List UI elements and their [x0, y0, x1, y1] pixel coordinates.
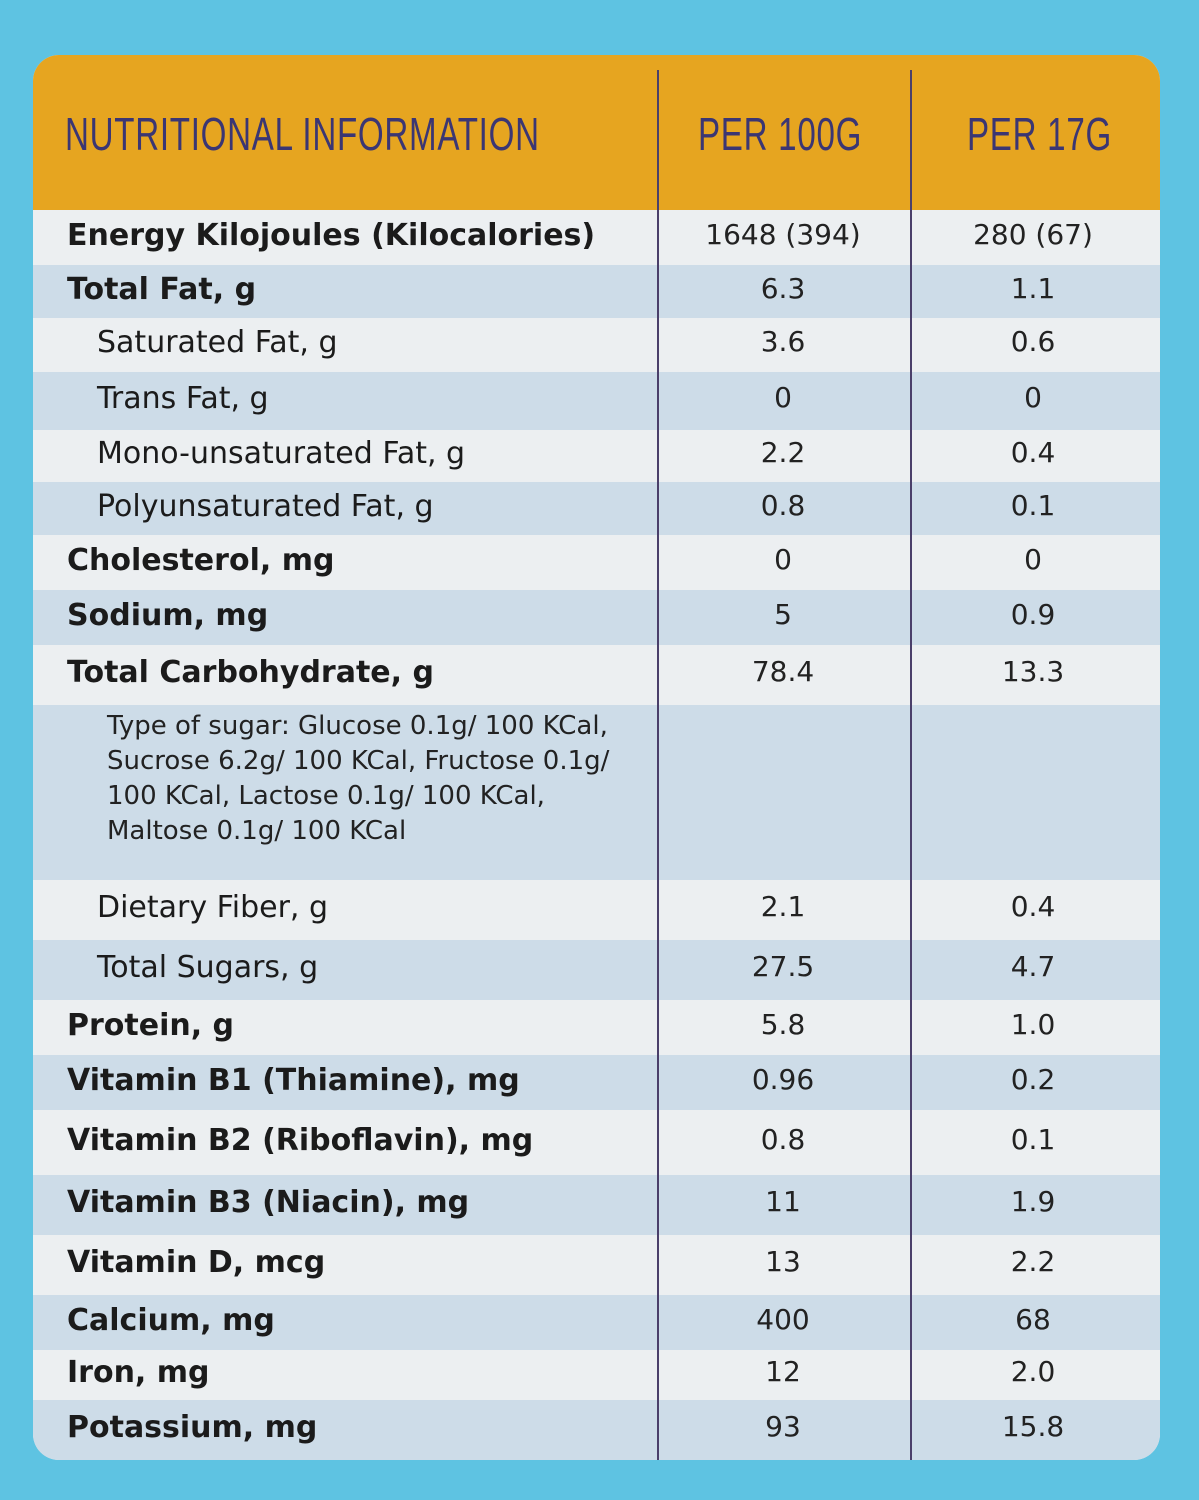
- table-row: Polyunsaturated Fat, g 0.8 0.1: [33, 482, 1160, 535]
- value-per-100g: 400: [756, 1303, 810, 1336]
- value-per-17g: 1.1: [1010, 272, 1056, 305]
- nutrient-label: Calcium, mg: [67, 1303, 275, 1338]
- table-row: Mono-unsaturated Fat, g 2.2 0.4: [33, 430, 1160, 482]
- nutrient-label: Vitamin B3 (Niacin), mg: [67, 1185, 470, 1220]
- nutrient-label: Trans Fat, g: [97, 381, 269, 416]
- column-header-per-100g: PER 100G: [698, 108, 863, 160]
- nutrient-label: Dietary Fiber, g: [97, 890, 329, 925]
- nutrient-label: Polyunsaturated Fat, g: [97, 489, 434, 524]
- value-per-17g: 0.9: [1010, 598, 1056, 631]
- value-per-100g: 12: [765, 1355, 801, 1388]
- value-per-100g: 0.96: [751, 1063, 815, 1096]
- table-header: NUTRITIONAL INFORMATION PER 100G PER 17G: [33, 55, 1160, 210]
- table-row: Total Carbohydrate, g 78.4 13.3: [33, 645, 1160, 705]
- value-per-17g: 0.4: [1010, 436, 1056, 469]
- nutrient-label: Total Carbohydrate, g: [67, 655, 434, 690]
- value-per-100g: 5.8: [760, 1008, 806, 1041]
- value-per-100g: 13: [765, 1245, 801, 1278]
- value-per-17g: 0.1: [1010, 1123, 1056, 1156]
- nutrient-label: Iron, mg: [67, 1355, 210, 1390]
- column-divider: [910, 70, 912, 1460]
- table-row: Sodium, mg 5 0.9: [33, 590, 1160, 645]
- value-per-17g: 0.1: [1010, 489, 1056, 522]
- value-per-17g: 1.9: [1010, 1185, 1056, 1218]
- table-row: Total Fat, g 6.3 1.1: [33, 265, 1160, 318]
- value-per-17g: 0.4: [1010, 890, 1056, 923]
- table-title: NUTRITIONAL INFORMATION: [65, 108, 540, 160]
- nutrient-label: Potassium, mg: [67, 1410, 318, 1445]
- table-row: Dietary Fiber, g 2.1 0.4: [33, 880, 1160, 940]
- value-per-100g: 6.3: [760, 272, 806, 305]
- sugar-type-note: Type of sugar: Glucose 0.1g/ 100 KCal, S…: [107, 711, 610, 846]
- table-row: Total Sugars, g 27.5 4.7: [33, 940, 1160, 1000]
- table-row: Calcium, mg 400 68: [33, 1295, 1160, 1350]
- nutrient-label: Protein, g: [67, 1008, 235, 1043]
- table-row: Potassium, mg 93 15.8: [33, 1400, 1160, 1460]
- value-per-100g: 5: [774, 598, 792, 631]
- nutrition-table: NUTRITIONAL INFORMATION PER 100G PER 17G…: [33, 55, 1160, 1460]
- column-header-per-17g: PER 17G: [967, 108, 1112, 160]
- value-per-100g: 27.5: [751, 950, 815, 983]
- value-per-17g: 4.7: [1010, 950, 1056, 983]
- table-row: Iron, mg 12 2.0: [33, 1350, 1160, 1400]
- value-per-17g: 13.3: [1001, 655, 1065, 688]
- value-per-17g: 0.2: [1010, 1063, 1056, 1096]
- column-divider: [657, 70, 659, 1460]
- nutrient-label: Vitamin D, mcg: [67, 1245, 326, 1280]
- nutrient-label: Total Sugars, g: [97, 950, 319, 985]
- nutrient-label: Vitamin B2 (Riboflavin), mg: [67, 1123, 534, 1158]
- nutrient-label: Sodium, mg: [67, 598, 269, 633]
- value-per-100g: 0: [774, 381, 792, 414]
- value-per-100g: 1648 (394): [705, 218, 861, 251]
- table-row: Protein, g 5.8 1.0: [33, 1000, 1160, 1055]
- table-row: Vitamin D, mcg 13 2.2: [33, 1235, 1160, 1295]
- nutrient-label: Energy Kilojoules (Kilocalories): [67, 218, 596, 253]
- value-per-17g: 0: [1024, 381, 1042, 414]
- nutrient-label: Saturated Fat, g: [97, 325, 338, 360]
- value-per-100g: 93: [765, 1410, 801, 1443]
- nutrient-label: Cholesterol, mg: [67, 543, 335, 578]
- value-per-17g: 15.8: [1001, 1410, 1065, 1443]
- value-per-17g: 0: [1024, 543, 1042, 576]
- value-per-100g: 0.8: [760, 489, 806, 522]
- table-row: Energy Kilojoules (Kilocalories) 1648 (39…: [33, 210, 1160, 265]
- value-per-100g: 3.6: [760, 325, 806, 358]
- table-row: Trans Fat, g 0 0: [33, 372, 1160, 430]
- value-per-17g: 1.0: [1010, 1008, 1056, 1041]
- value-per-100g: 11: [765, 1185, 801, 1218]
- value-per-100g: 78.4: [751, 655, 815, 688]
- nutrient-label: Total Fat, g: [67, 272, 257, 307]
- value-per-100g: 2.1: [760, 890, 806, 923]
- value-per-17g: 0.6: [1010, 325, 1056, 358]
- nutrient-label: Mono-unsaturated Fat, g: [97, 436, 466, 471]
- table-row: Vitamin B3 (Niacin), mg 11 1.9: [33, 1175, 1160, 1235]
- table-row: Saturated Fat, g 3.6 0.6: [33, 318, 1160, 372]
- value-per-17g: 68: [1015, 1303, 1051, 1336]
- value-per-17g: 280 (67): [973, 218, 1093, 251]
- table-row: Cholesterol, mg 0 0: [33, 535, 1160, 590]
- value-per-100g: 0: [774, 543, 792, 576]
- nutrient-label: Vitamin B1 (Thiamine), mg: [67, 1063, 520, 1098]
- value-per-100g: 2.2: [760, 436, 806, 469]
- value-per-17g: 2.2: [1010, 1245, 1056, 1278]
- value-per-100g: 0.8: [760, 1123, 806, 1156]
- value-per-17g: 2.0: [1010, 1355, 1056, 1388]
- table-row: Vitamin B2 (Riboflavin), mg 0.8 0.1: [33, 1110, 1160, 1175]
- table-row: Vitamin B1 (Thiamine), mg 0.96 0.2: [33, 1055, 1160, 1110]
- table-row: Type of sugar: Glucose 0.1g/ 100 KCal, S…: [33, 705, 1160, 880]
